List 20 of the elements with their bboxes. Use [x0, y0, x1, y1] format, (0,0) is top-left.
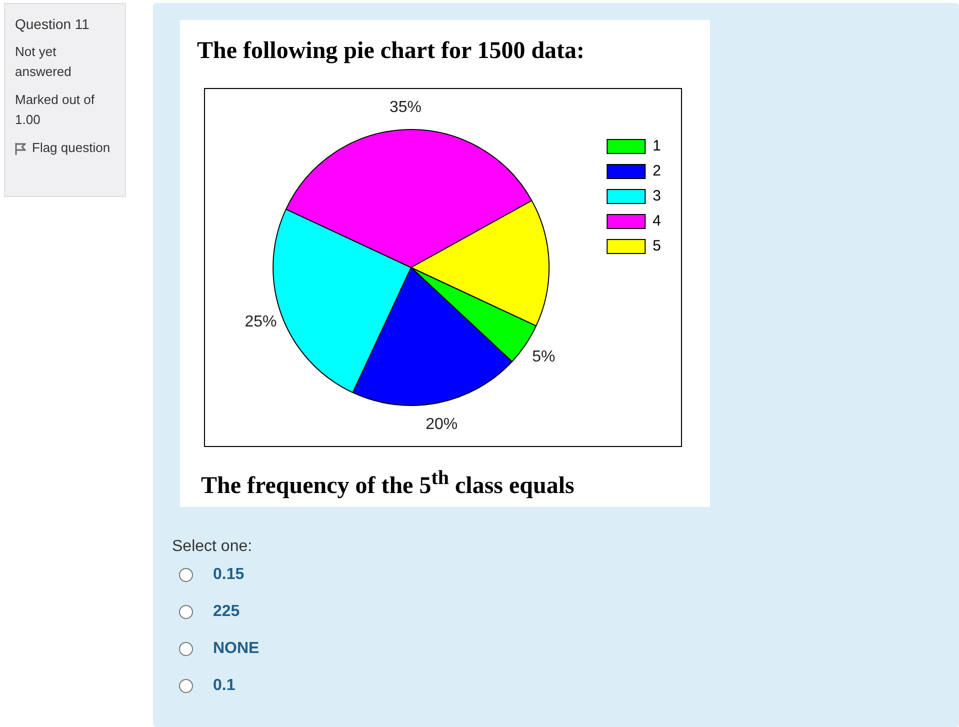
data-label: 25% — [244, 314, 277, 331]
text: 225 — [213, 603, 240, 620]
text: Not yet answered — [15, 43, 72, 81]
text: 0.1 — [213, 677, 236, 694]
data-label: 5% — [532, 348, 556, 366]
legend-label: 3 — [652, 188, 661, 205]
text: Marked out of 1.00 — [15, 91, 96, 129]
legend-label: 4 — [652, 212, 661, 230]
text: Flag question — [32, 140, 110, 155]
legend-label: 5 — [652, 238, 661, 255]
text: Question 11 — [15, 15, 90, 34]
text: Select one: — [172, 538, 252, 556]
data-label: 20% — [426, 416, 458, 433]
legend-label: 2 — [652, 162, 661, 180]
text: NONE — [213, 640, 260, 657]
text: The frequency of the 5$^{th}$ class equals — [201, 467, 574, 500]
chart-title: The following pie chart for 1500 data: — [197, 38, 585, 65]
legend-label: 1 — [652, 138, 661, 155]
text: 0.15 — [213, 566, 244, 583]
data-label: 35% — [389, 99, 422, 116]
